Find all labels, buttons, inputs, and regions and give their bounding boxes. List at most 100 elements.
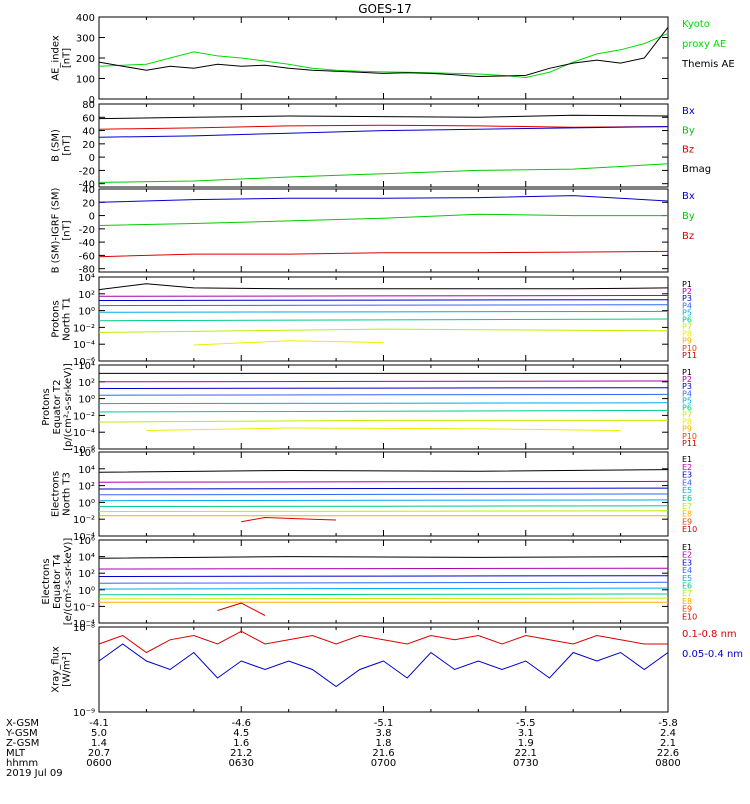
legend-entry: P3	[682, 382, 692, 391]
legend-entry: Bmag	[682, 164, 711, 175]
panel-bsm: -40 -20 0 20 40 60 80 B (SM) [nT] Bx By Bz Bmag	[51, 100, 712, 191]
footer-value: 0730	[513, 758, 538, 769]
footer-date: 2019 Jul 09	[6, 768, 63, 779]
footer-value: 21.2	[230, 748, 252, 759]
y-tick-label: 40	[82, 127, 95, 138]
y-axis-label: Equator T2	[52, 380, 63, 435]
series-line	[98, 587, 669, 590]
series-line	[98, 409, 669, 413]
y-tick-label: 10⁻²	[73, 515, 95, 526]
y-tick-label: 80	[82, 100, 95, 111]
y-tick-label: 0	[89, 212, 95, 223]
y-axis-label: Electrons	[41, 558, 52, 604]
footer-value: 1.4	[91, 738, 107, 749]
series-line	[98, 419, 668, 423]
legend-entry: Bz	[682, 231, 694, 242]
series-line	[98, 250, 669, 258]
y-tick-label: 10⁰	[78, 307, 95, 318]
legend-entry: E5	[682, 574, 692, 583]
legend-entry: E7	[682, 589, 692, 598]
panel-frame	[98, 364, 669, 450]
legend-entry: P5	[682, 308, 692, 317]
legend-entry: P11	[682, 439, 697, 448]
y-tick-label: 100	[76, 75, 95, 86]
y-tick-label: 300	[76, 34, 95, 45]
legend-entry: E3	[682, 471, 692, 480]
y-axis-label: [nT]	[62, 48, 73, 68]
series-line	[98, 126, 669, 138]
panel-xray: 10⁻⁹ 10⁻⁸ Xray_flux [W/m²] 0.1-0.8 nm 0.05-0.…	[51, 623, 744, 719]
legend-entry: P2	[682, 287, 692, 296]
series-line	[98, 480, 669, 483]
footer-value: 21.6	[372, 748, 394, 759]
y-axis-label: [nT]	[62, 135, 73, 155]
y-tick-label: 10⁴	[78, 553, 95, 564]
footer-value: 3.8	[376, 728, 392, 739]
footer-value: 1.6	[233, 738, 249, 749]
series-line	[217, 602, 266, 616]
series-line	[98, 163, 669, 183]
y-tick-label: 10⁻⁶	[73, 357, 95, 368]
series-line	[98, 402, 669, 405]
y-tick-label: 10⁻⁴	[73, 340, 95, 351]
legend-entry: proxy AE	[682, 39, 726, 50]
series-line	[98, 487, 669, 490]
y-tick-label: 10⁻²	[73, 411, 95, 422]
y-tick-label: -80	[79, 265, 95, 276]
y-axis-label: Xray_flux	[51, 646, 62, 693]
y-tick-label: 10⁻⁴	[73, 619, 95, 630]
legend-entry: E8	[682, 597, 692, 606]
y-tick-label: 10⁻⁴	[73, 428, 95, 439]
legend-entry: E10	[682, 525, 697, 534]
series-line	[98, 387, 669, 389]
y-tick-label: -20	[79, 166, 95, 177]
legend-entry: P8	[682, 330, 692, 339]
legend-entry: E4	[682, 566, 692, 575]
legend-entry: Bx	[682, 106, 695, 117]
y-tick-label: 10⁰	[78, 395, 95, 406]
legend-entry: P4	[682, 389, 692, 398]
y-tick-label: -40	[79, 180, 95, 191]
legend-entry: Bz	[682, 145, 694, 156]
panel-frame	[98, 539, 669, 624]
legend-entry: E7	[682, 502, 692, 511]
footer-value: -4.6	[231, 718, 251, 729]
series-line	[98, 643, 669, 688]
panel-electrons-equator: 10⁻⁴ 10⁻² 10⁰ 10² 10⁴ 10⁶ Electrons Equator T4[…	[41, 536, 697, 630]
y-tick-label: 10⁶	[78, 448, 95, 459]
series-line	[146, 427, 621, 431]
y-axis-label: North T3	[62, 472, 73, 516]
series-line	[98, 283, 669, 291]
footer-value: -5.8	[658, 718, 678, 729]
footer-value: 1.9	[518, 738, 534, 749]
legend-entry: Bx	[682, 191, 695, 202]
y-axis-label: B (SM)	[51, 129, 62, 162]
panel-frame	[98, 16, 669, 100]
series-line	[98, 567, 669, 570]
series-line	[98, 295, 669, 297]
series-line	[98, 32, 669, 79]
y-axis-label: Electrons	[51, 471, 62, 517]
legend-entry: P8	[682, 418, 692, 427]
y-axis-label: [W/m²]	[62, 652, 73, 687]
y-tick-label: 20	[82, 140, 95, 151]
legend-entry: By	[682, 125, 695, 136]
series-line	[98, 299, 669, 301]
legend-entry: P1	[682, 368, 692, 377]
footer-value: -5.1	[374, 718, 394, 729]
y-tick-label: 200	[76, 54, 95, 65]
footer-value: 20.7	[88, 748, 110, 759]
y-axis-label: B (SM)-IGRF (SM)	[51, 188, 62, 274]
series-line	[98, 493, 669, 496]
y-tick-label: 10⁻²	[73, 602, 95, 613]
footer-row-label: Y-GSM	[5, 728, 38, 739]
legend-entry: P3	[682, 294, 692, 303]
y-axis-label: North T1	[62, 297, 73, 341]
legend-entry: E2	[682, 551, 692, 560]
footer-value: 22.1	[515, 748, 537, 759]
series-line	[98, 318, 669, 322]
legend-entry: E10	[682, 612, 697, 621]
legend-entry: 0.05-0.4 nm	[682, 649, 743, 660]
y-tick-label: 10⁰	[78, 586, 95, 597]
